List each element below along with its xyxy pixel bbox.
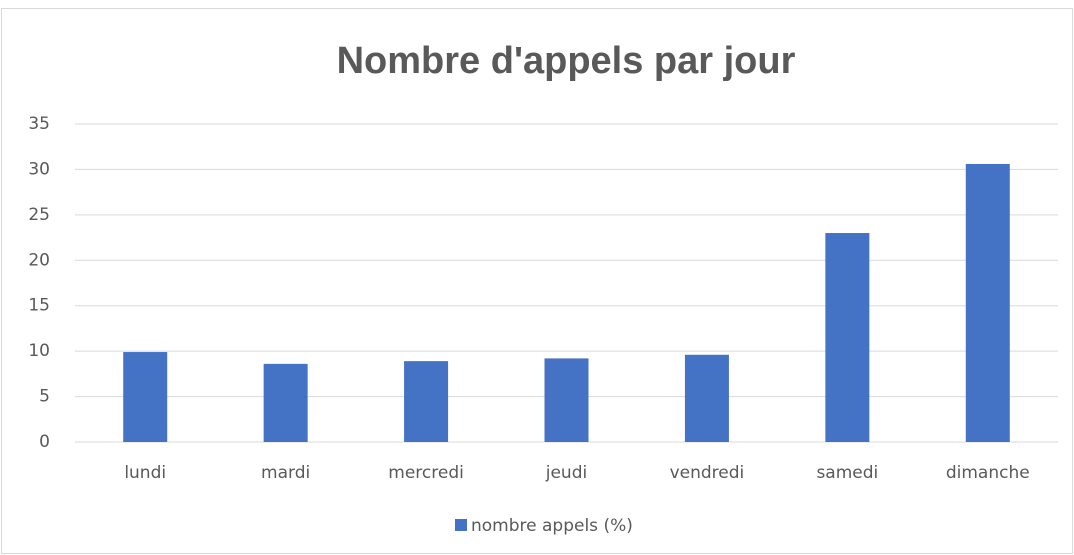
bar [544, 358, 589, 442]
x-tick-label: vendredi [670, 463, 745, 483]
y-tick-label: 35 [28, 114, 50, 134]
bar [404, 361, 449, 442]
y-tick-label: 0 [39, 432, 50, 452]
y-tick-label: 10 [28, 341, 50, 361]
chart-title: Nombre d'appels par jour [337, 40, 796, 82]
x-tick-label: mercredi [388, 463, 464, 483]
x-tick-label: samedi [816, 463, 878, 483]
bar [263, 363, 308, 442]
y-tick-label: 20 [28, 250, 50, 270]
y-tick-label: 25 [28, 205, 50, 225]
x-tick-label: lundi [124, 463, 166, 483]
chart-frame [1, 8, 1073, 554]
legend-swatch [455, 519, 467, 531]
bar [123, 352, 168, 442]
x-tick-label: mardi [261, 463, 310, 483]
y-tick-label: 15 [28, 296, 50, 316]
bar [965, 163, 1010, 442]
bar [684, 354, 729, 442]
y-tick-label: 30 [28, 159, 50, 179]
bar [825, 233, 870, 442]
x-tick-label: dimanche [946, 463, 1030, 483]
y-tick-label: 5 [39, 387, 50, 407]
legend-label: nombre appels (%) [471, 516, 633, 536]
x-tick-label: jeudi [545, 463, 587, 483]
